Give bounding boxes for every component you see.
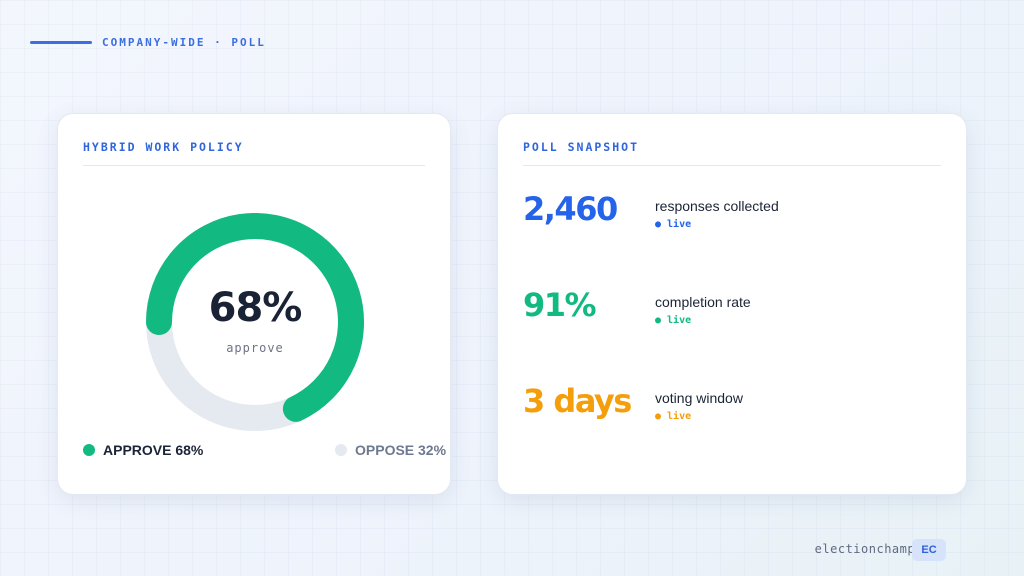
header-accent-line [30,41,92,44]
section-header: COMPANY-WIDE · POLL [30,36,266,49]
card-title: POLL SNAPSHOT [523,140,640,154]
legend-approve-label: APPROVE 68% [103,442,204,458]
donut-arc-approve [146,213,364,422]
donut-center: 68% approve [146,213,364,431]
stat-voting-window-status: ● live [655,411,692,422]
approval-donut-chart: 68% approve [146,213,364,431]
stat-responses-status: ● live [655,219,692,230]
hybrid-work-card: HYBRID WORK POLICY 68% approve APPROVE 6… [57,113,451,495]
legend-oppose: OPPOSE 32% [335,442,446,458]
legend-approve-dot [83,444,95,456]
card-divider [523,165,941,166]
header-label: COMPANY-WIDE · POLL [102,36,266,49]
stat-completion-status: ● live [655,315,692,326]
stat-voting-window-value: 3 days [523,382,632,420]
stat-completion-value: 91% [523,286,597,324]
legend-oppose-label: OPPOSE 32% [355,442,447,458]
legend-oppose-dot [335,444,347,456]
card-divider [83,165,425,166]
approval-percentage: 68% [208,285,303,331]
donut-svg [146,213,364,431]
approval-caption: approve [226,341,284,355]
stat-voting-window-label: voting window [655,390,743,406]
stat-responses-label: responses collected [655,198,779,214]
stat-completion-label: completion rate [655,294,751,310]
card-title: HYBRID WORK POLICY [83,140,244,154]
stat-responses-value: 2,460 [523,190,618,228]
poll-snapshot-card: POLL SNAPSHOT 2,460 responses collected … [497,113,967,495]
legend-approve: APPROVE 68% [83,442,203,458]
brand-badge: EC [912,539,946,561]
